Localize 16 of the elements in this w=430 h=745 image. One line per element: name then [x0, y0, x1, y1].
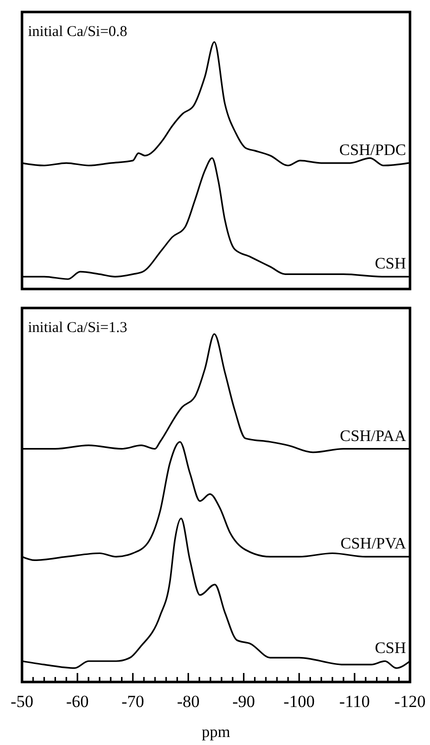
x-tick-label: -120 — [394, 692, 426, 711]
annotation: initial Ca/Si=1.3 — [28, 320, 128, 336]
series-label: CSH — [374, 640, 406, 658]
x-tick-label: -90 — [232, 692, 256, 711]
series-label: CSH/PVA — [340, 536, 406, 553]
series-label: CSH — [374, 256, 406, 273]
x-tick-label: -50 — [10, 692, 34, 711]
x-tick-label: -100 — [284, 692, 315, 711]
x-tick-label: -80 — [176, 692, 200, 711]
series-label: CSH/PAA — [340, 428, 406, 445]
x-axis-title: ppm — [202, 724, 231, 741]
x-tick-label: -60 — [66, 692, 89, 711]
series-label: CSH/PDC — [339, 142, 406, 160]
x-tick-label: -110 — [339, 692, 370, 711]
x-tick-label: -70 — [122, 692, 144, 711]
text: initial Ca/Si=0.8 — [28, 24, 128, 40]
